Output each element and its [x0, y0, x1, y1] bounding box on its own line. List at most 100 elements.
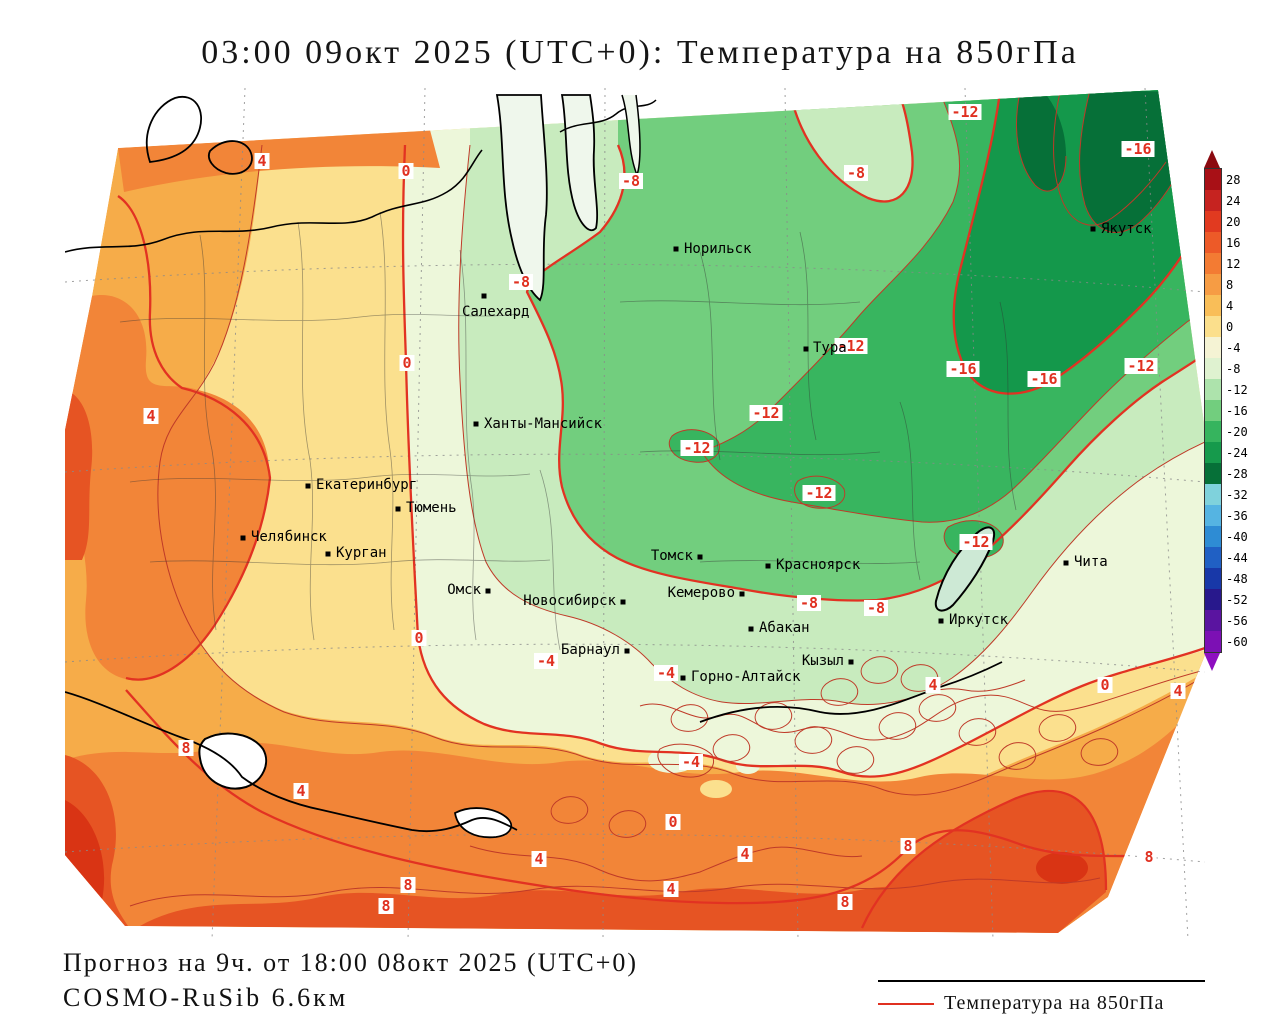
contour-label-bg [178, 740, 194, 756]
colorbar-segment [1205, 379, 1221, 400]
contour-label-text: -8 [512, 273, 530, 291]
colorbar: 28 24 20 16 12 8 4 0 -4 -8 -12 -16 -20 -24 -28 -32 -36 -4… [1204, 150, 1248, 671]
city-marker: Абакан [748, 620, 810, 636]
colorbar-up-arrow-icon [1204, 150, 1220, 168]
contour-label: 8 [378, 897, 394, 915]
colorbar-row: -24 [1205, 442, 1248, 463]
colorbar-segment [1205, 316, 1221, 337]
contour-label: 4 [143, 407, 159, 425]
colorbar-segment [1205, 610, 1221, 631]
contour-label: -12 [948, 103, 982, 121]
contour-label-text: 4 [534, 850, 543, 868]
city-dot [697, 554, 703, 560]
contour-label-text: -8 [847, 164, 865, 182]
contour-label-text: 8 [1144, 848, 1153, 866]
city-dot [481, 293, 487, 299]
contour-label-text: 8 [903, 837, 912, 855]
contour-label-bg [680, 440, 714, 456]
city-marker: Барнаул [561, 642, 630, 658]
contour-label-text: 0 [401, 162, 410, 180]
contour-label-text: 8 [381, 897, 390, 915]
city-dot [673, 246, 679, 252]
city-dot [803, 346, 809, 352]
contour-label-bg [900, 838, 916, 854]
contour-label-bg [749, 405, 783, 421]
city-dot [624, 648, 630, 654]
city-label: Тура [813, 340, 847, 356]
city-marker: Норильск [673, 241, 752, 257]
contour-label: -4 [534, 652, 558, 670]
contour-label: 8 [837, 893, 853, 911]
city-dot [680, 675, 686, 681]
contour-label-bg [654, 665, 678, 681]
colorbar-row: 24 [1205, 190, 1240, 211]
contour-lines-major [117, 91, 1205, 929]
colorbar-row: -56 [1205, 610, 1248, 631]
contour-label-text: -16 [1124, 140, 1151, 158]
contour-label-bg [844, 165, 868, 181]
colorbar-row: -36 [1205, 505, 1248, 526]
city-label: Норильск [684, 241, 752, 257]
colorbar-segment [1205, 631, 1221, 652]
contour-label-bg [663, 881, 679, 897]
city-label: Иркутск [949, 612, 1009, 628]
colorbar-row: -52 [1205, 589, 1248, 610]
contour-label-bg [293, 783, 309, 799]
legend-line-icon [878, 1002, 934, 1005]
contour-label: -8 [844, 164, 868, 182]
contour-label: -8 [509, 273, 533, 291]
contour-label: 8 [900, 837, 916, 855]
contour-label-bg [834, 338, 868, 354]
contour-label-text: -12 [752, 404, 779, 422]
city-marker: Тюмень [395, 500, 457, 516]
colorbar-tick-label: -36 [1226, 508, 1248, 523]
colorbar-row: -40 [1205, 526, 1248, 547]
contour-label: -8 [864, 599, 888, 617]
contour-label: 4 [925, 676, 941, 694]
contour-label-text: -8 [622, 172, 640, 190]
contour-label-text: 0 [402, 354, 411, 372]
colorbar-row: 4 [1205, 295, 1233, 316]
contour-label-bg [802, 485, 836, 501]
contour-label: -16 [1121, 140, 1155, 158]
contour-label-text: 8 [403, 876, 412, 894]
city-dot [240, 535, 246, 541]
contour-label: 8 [178, 739, 194, 757]
city-dot [305, 483, 311, 489]
contour-label: 8 [400, 876, 416, 894]
contour-label-text: 4 [1173, 682, 1182, 700]
city-marker: Челябинск [240, 529, 327, 545]
city-marker: Якутск [1090, 221, 1152, 237]
city-marker: Иркутск [938, 612, 1009, 628]
contour-label-bg [398, 163, 414, 179]
contour-label-bg [1124, 358, 1158, 374]
colorbar-tick-label: 8 [1226, 277, 1234, 292]
contour-label: 0 [399, 354, 415, 372]
colorbar-segment [1205, 295, 1221, 316]
contour-label-text: -16 [1030, 370, 1057, 388]
contour-label-bg [959, 534, 993, 550]
contour-label: 4 [737, 845, 753, 863]
contour-label-text: -12 [951, 103, 978, 121]
contour-label-text: -16 [949, 360, 976, 378]
city-label: Чита [1074, 554, 1108, 570]
city-label: Тюмень [406, 500, 457, 516]
city-label: Кемерово [668, 585, 735, 601]
contour-label-bg [400, 877, 416, 893]
contour-label: -12 [1124, 357, 1158, 375]
colorbar-tick-label: -60 [1226, 634, 1248, 649]
contour-label-bg [531, 851, 547, 867]
colorbar-tick-label: 28 [1226, 172, 1241, 187]
colorbar-segment [1205, 358, 1221, 379]
contour-label-bg [254, 153, 270, 169]
contour-label: 4 [1170, 682, 1186, 700]
contour-label: -16 [946, 360, 980, 378]
contour-label: -12 [680, 439, 714, 457]
city-label: Барнаул [561, 642, 620, 658]
contour-label-text: 0 [668, 813, 677, 831]
colorbar-segment [1205, 211, 1221, 232]
colorbar-row: -48 [1205, 568, 1248, 589]
contour-label-text: 4 [296, 782, 305, 800]
map-container: -12 -16 -8 -8 4 0 -8 0 -12 -16 -16 -12 -12 -12 -12 -12 -… [64, 85, 1206, 941]
contour-label-text: -12 [805, 484, 832, 502]
